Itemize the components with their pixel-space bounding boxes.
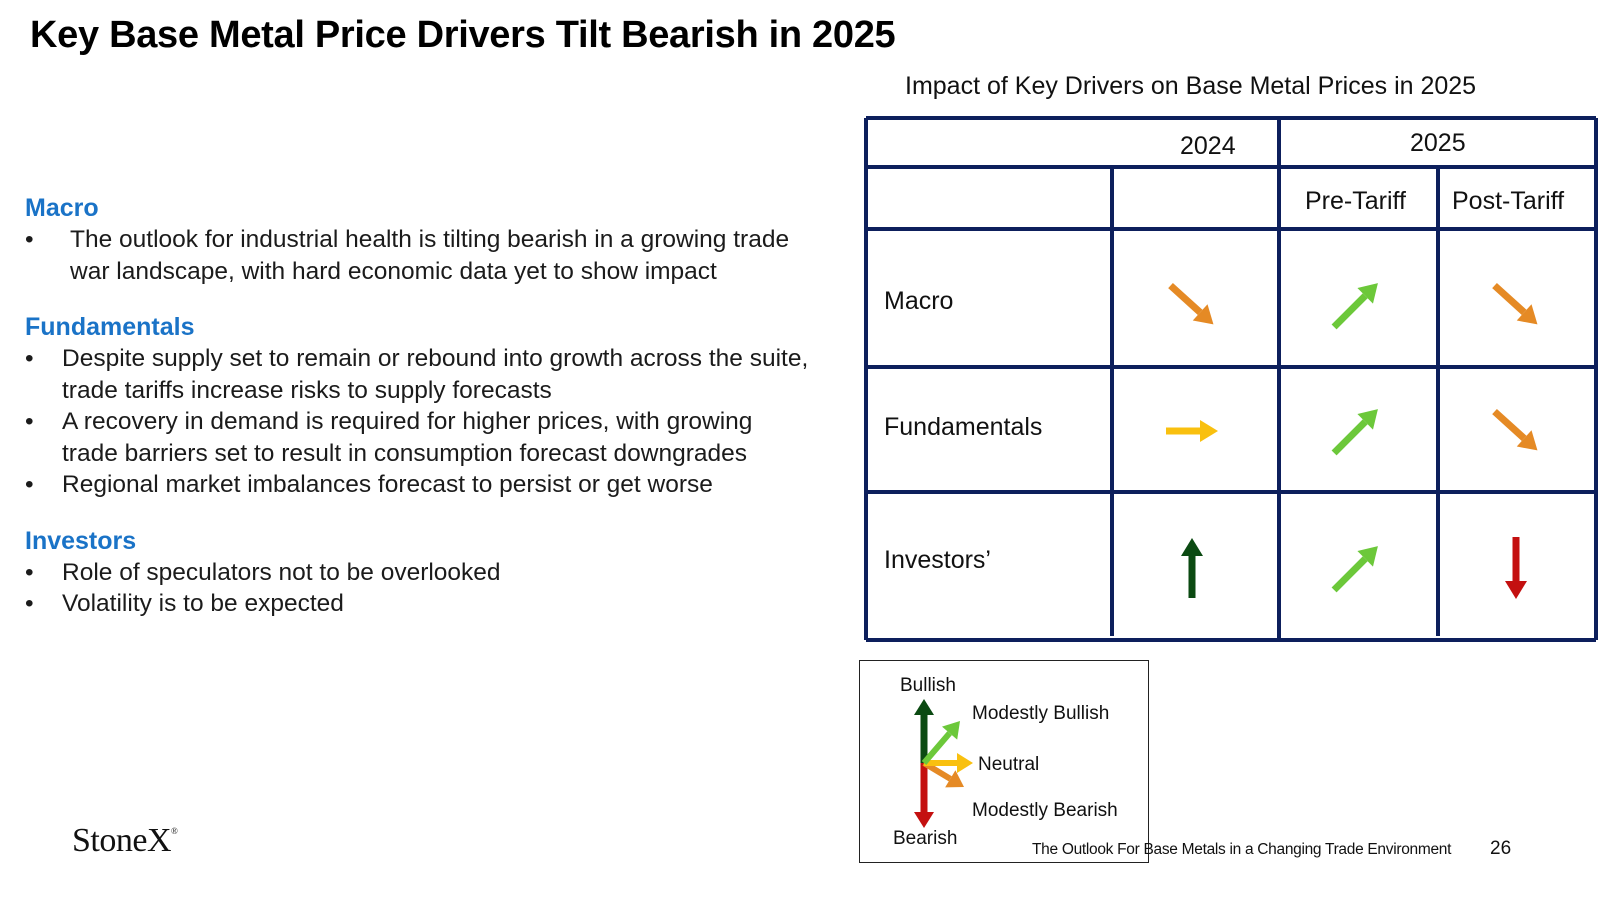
header-year-2025: 2025 — [1410, 129, 1466, 157]
bullet-item: A recovery in demand is required for hig… — [25, 406, 815, 469]
legend-label-modestly-bullish: Modestly Bullish — [972, 703, 1110, 724]
header-pre-tariff: Pre-Tariff — [1305, 187, 1406, 215]
legend-arrows-icon — [914, 699, 973, 828]
bullet-item: Despite supply set to remain or rebound … — [25, 343, 815, 406]
footer-text: The Outlook For Base Metals in a Changin… — [1032, 841, 1452, 858]
modestly-bullish-legend-arrow — [921, 731, 952, 765]
bullet-item: Role of speculators not to be overlooked — [25, 557, 815, 589]
section-heading-investors: Investors — [25, 526, 137, 555]
row-label-macro: Macro — [884, 287, 954, 315]
page-title: Key Base Metal Price Drivers Tilt Bearis… — [30, 14, 896, 56]
modestly-bullish-arrow-icon — [1331, 283, 1378, 330]
section-fundamentals: Fundamentals Despite supply set to remai… — [25, 311, 815, 501]
section-heading-macro: Macro — [25, 194, 99, 222]
legend-label-bearish: Bearish — [893, 828, 958, 849]
section-investors: Investors Role of speculators not to be … — [25, 525, 815, 620]
modestly-bullish-arrow-icon — [1331, 546, 1378, 593]
section-macro: Macro The outlook for industrial health … — [25, 192, 815, 287]
table-title: Impact of Key Drivers on Base Metal Pric… — [905, 72, 1477, 100]
bearish-arrow-icon — [1505, 537, 1527, 599]
legend: Bullish Modestly Bullish Neutral Modestl… — [859, 660, 1149, 863]
page-number: 26 — [1490, 838, 1512, 859]
commentary-column: Macro The outlook for industrial health … — [25, 192, 815, 644]
modestly-bearish-arrow-icon — [1168, 282, 1214, 325]
bullet-item: Regional market imbalances forecast to p… — [25, 469, 815, 501]
neutral-arrow-icon — [1166, 420, 1218, 442]
legend-label-bullish: Bullish — [900, 675, 956, 696]
modestly-bearish-arrow-icon — [1492, 282, 1538, 325]
bullet-item: Volatility is to be expected — [25, 588, 815, 620]
row-label-fundamentals: Fundamentals — [884, 413, 1043, 441]
legend-label-modestly-bearish: Modestly Bearish — [972, 800, 1118, 821]
header-year-2024: 2024 — [1180, 132, 1236, 160]
stonex-logo: StoneX® — [72, 822, 178, 859]
bullet-item: The outlook for industrial health is til… — [25, 224, 815, 287]
legend-label-neutral: Neutral — [978, 754, 1040, 775]
bullish-arrow-icon — [1181, 538, 1203, 598]
header-post-tariff: Post-Tariff — [1452, 187, 1565, 215]
section-heading-fundamentals: Fundamentals — [25, 313, 195, 341]
row-label-investors: Investors’ — [884, 546, 991, 574]
modestly-bearish-arrow-icon — [1492, 408, 1538, 451]
modestly-bullish-arrow-icon — [1331, 409, 1378, 456]
